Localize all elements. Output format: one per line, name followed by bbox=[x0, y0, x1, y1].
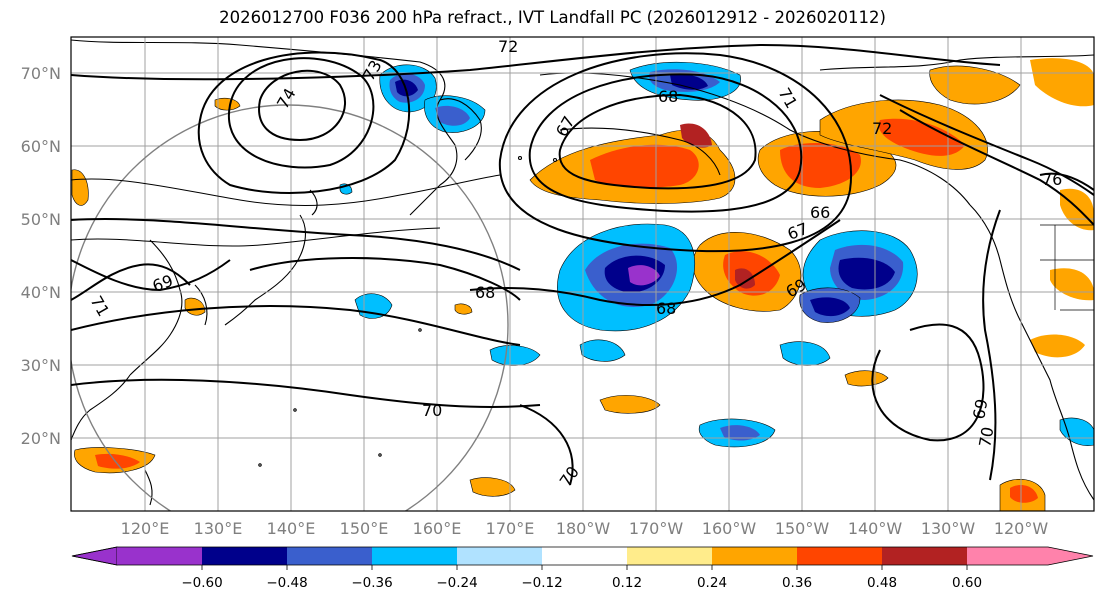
contours-thin bbox=[71, 174, 501, 247]
colorbar-segment bbox=[117, 547, 202, 565]
lon-label: 130°W bbox=[921, 519, 976, 538]
contour-label: 70 bbox=[975, 425, 997, 448]
contour-label: 76 bbox=[1042, 170, 1062, 189]
colorbar-segment bbox=[457, 547, 542, 565]
colorbar-segment bbox=[712, 547, 797, 565]
colorbar-segment bbox=[542, 547, 627, 565]
colorbar-tick-label: −0.60 bbox=[181, 575, 222, 591]
lon-label: 130°E bbox=[194, 519, 243, 538]
lon-label: 160°E bbox=[413, 519, 462, 538]
colorbar-segment bbox=[287, 547, 372, 565]
longitude-labels: 120°E 130°E 140°E 150°E 160°E 170°E 180°… bbox=[121, 519, 1049, 538]
colorbar-segment bbox=[882, 547, 967, 565]
contour-label: 68 bbox=[658, 87, 678, 106]
lat-label: 40°N bbox=[21, 283, 61, 302]
lat-label: 70°N bbox=[21, 64, 61, 83]
lat-label: 60°N bbox=[21, 137, 61, 156]
colorbar-tick-label: −0.24 bbox=[436, 575, 477, 591]
contours bbox=[71, 43, 1094, 486]
lat-label: 50°N bbox=[21, 210, 61, 229]
lon-label: 170°W bbox=[629, 519, 684, 538]
colorbar-outline bbox=[71, 546, 1094, 566]
contour-label: 66 bbox=[810, 203, 830, 222]
colorbar-segment bbox=[372, 547, 457, 565]
colorbar-tick-label: 0.12 bbox=[612, 575, 642, 591]
contour-label: 68 bbox=[656, 299, 676, 318]
colorbar-tick-label: −0.48 bbox=[266, 575, 307, 591]
map-title: 2026012700 F036 200 hPa refract., IVT La… bbox=[219, 8, 886, 27]
colorbar-extend-low bbox=[71, 546, 118, 566]
colorbar-tick-label: 0.24 bbox=[697, 575, 727, 591]
colorbar-tick-label: 0.36 bbox=[782, 575, 812, 591]
lon-label: 120°E bbox=[121, 519, 170, 538]
colorbar-segment bbox=[627, 547, 712, 565]
lon-label: 140°W bbox=[848, 519, 903, 538]
gridlines bbox=[71, 37, 1094, 511]
lon-label: 160°W bbox=[702, 519, 757, 538]
lat-label: 30°N bbox=[21, 356, 61, 375]
region-circle bbox=[71, 104, 509, 511]
colorbar-tick-label: 0.60 bbox=[952, 575, 982, 591]
colorbar-segment bbox=[202, 547, 287, 565]
coastlines bbox=[71, 39, 1094, 506]
contour-label: 72 bbox=[872, 119, 892, 138]
colorbar-tick-label: 0.48 bbox=[867, 575, 897, 591]
colorbar-segment bbox=[967, 547, 1048, 565]
lon-label: 180°W bbox=[556, 519, 611, 538]
lat-label: 20°N bbox=[21, 429, 61, 448]
map-content: 72 73 74 71 68 67 66 67 69 71 68 68 69 7… bbox=[71, 37, 1094, 511]
colorbar-tick-label: −0.12 bbox=[521, 575, 562, 591]
colorbar-segment bbox=[797, 547, 882, 565]
colorbar-tick-label: −0.36 bbox=[351, 575, 392, 591]
lon-label: 170°E bbox=[486, 519, 535, 538]
colorbar: −0.60 −0.48 −0.36 −0.24 −0.12 0.12 0.24 … bbox=[71, 546, 1094, 591]
lon-label: 140°E bbox=[267, 519, 316, 538]
contour-label: 68 bbox=[475, 283, 495, 302]
lon-label: 150°E bbox=[340, 519, 389, 538]
contour-label: 70 bbox=[422, 401, 442, 420]
lon-label: 150°W bbox=[775, 519, 830, 538]
map-frame bbox=[70, 36, 1095, 512]
contour-label: 69 bbox=[969, 397, 991, 420]
contour-label: 72 bbox=[498, 37, 518, 56]
lon-label: 120°W bbox=[994, 519, 1049, 538]
latitude-labels: 70°N 60°N 50°N 40°N 30°N 20°N bbox=[21, 64, 61, 448]
